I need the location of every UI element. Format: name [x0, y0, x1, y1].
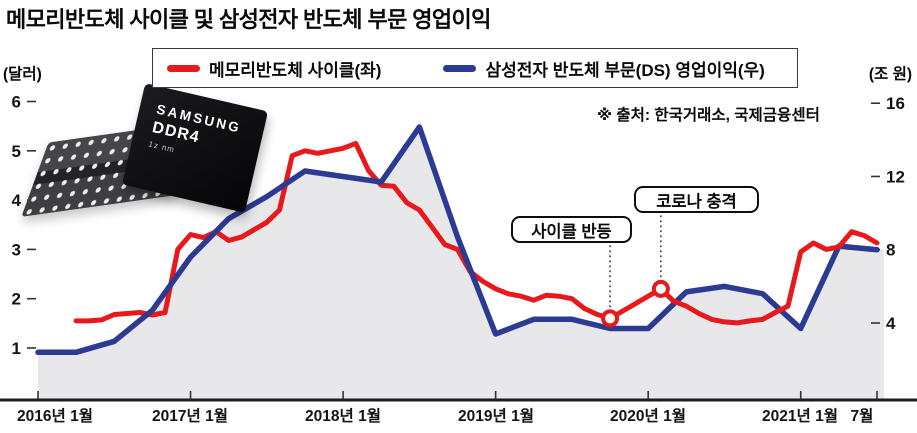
axis-tick-label: 2019년 1월	[458, 406, 534, 425]
axis-tick-label: 2020년 1월	[610, 406, 686, 425]
event-marker-circle	[651, 279, 670, 298]
left-axis-unit: (달러)	[3, 66, 42, 83]
axis-tick-label: 7월	[851, 407, 874, 425]
legend-label: 삼성전자 반도체 부문(DS) 영업이익(우)	[485, 60, 765, 80]
annotation-covid-shock: 코로나 충격	[634, 186, 759, 213]
axis-tick-label: 6	[12, 93, 21, 112]
page-title: 메모리반도체 사이클 및 삼성전자 반도체 부문 영업이익	[6, 7, 491, 32]
legend-item-samsung-profit: 삼성전자 반도체 부문(DS) 영업이익(우)	[443, 56, 765, 81]
axis-tick-label: 2	[12, 290, 21, 309]
chart-legend: 메모리반도체 사이클(좌) 삼성전자 반도체 부문(DS) 영업이익(우)	[152, 48, 798, 88]
source-note: ※ 출처: 한국거래소, 국제금융센터	[597, 107, 820, 124]
axis-tick-label: 2016년 1월	[17, 406, 93, 425]
blue-line-swatch-icon	[443, 64, 477, 72]
samsung-profit-area	[38, 127, 884, 400]
right-axis-unit: (조 원)	[868, 66, 912, 83]
memory-cycle-line-recent	[633, 229, 880, 326]
red-line-swatch-icon	[167, 64, 200, 72]
legend-label: 메모리반도체 사이클(좌)	[209, 60, 382, 80]
x-axis-line	[0, 398, 917, 402]
memory-cycle-line	[73, 140, 638, 324]
axis-tick-label: 5	[12, 142, 21, 161]
axis-tick-label: 12	[886, 167, 905, 186]
annotation-cycle-rebound: 사이클 반등	[511, 216, 632, 243]
axis-tick-label: 4	[12, 191, 22, 210]
event-marker-circle	[601, 309, 620, 328]
axis-tick-label: 8	[886, 241, 895, 260]
axis-tick-label: 4	[886, 314, 896, 333]
legend-item-memory-cycle: 메모리반도체 사이클(좌)	[167, 56, 381, 81]
samsung-profit-line	[35, 124, 880, 356]
axis-tick-label: 3	[12, 240, 21, 259]
axis-tick-label: 2021년 1월	[762, 406, 838, 425]
axis-tick-label: 2018년 1월	[305, 406, 381, 425]
axis-tick-label: 1	[12, 339, 21, 358]
axis-tick-label: 2017년 1월	[152, 406, 228, 425]
axis-tick-label: 16	[886, 94, 905, 113]
